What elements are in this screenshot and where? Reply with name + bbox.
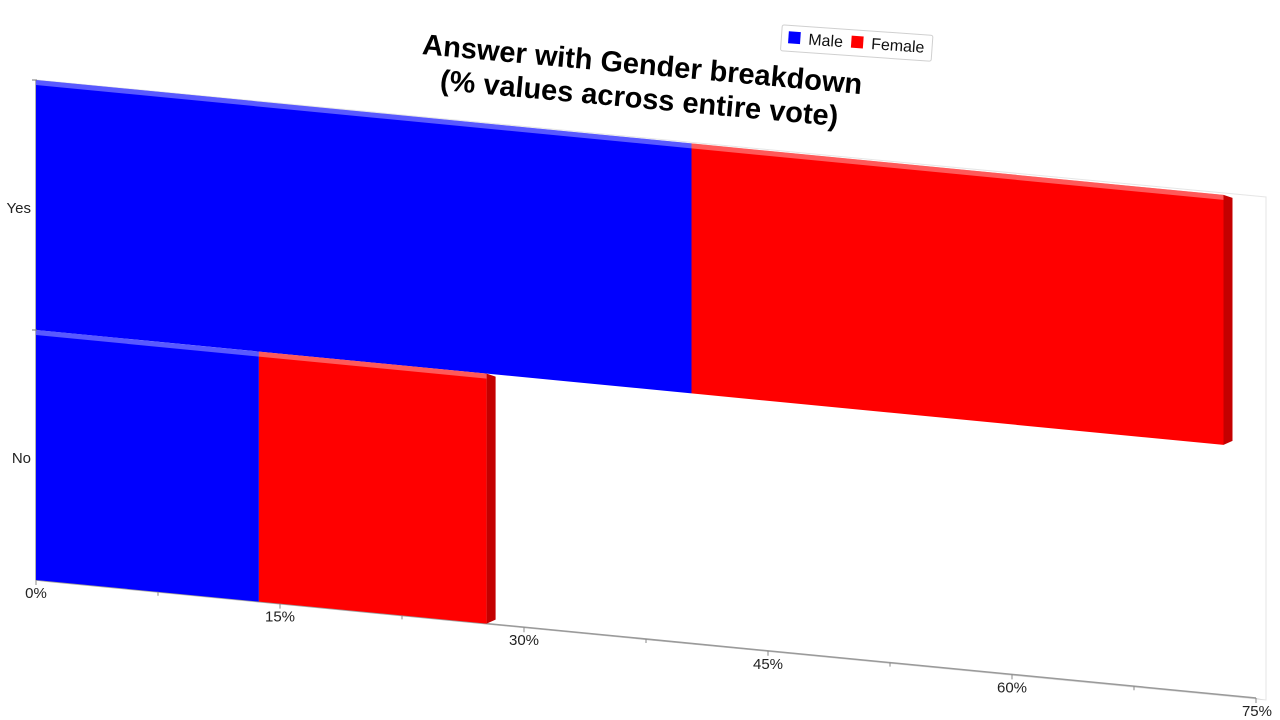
x-tick-label: 0% xyxy=(25,585,47,602)
x-tick-label: 30% xyxy=(509,632,539,649)
y-category-label-yes: Yes xyxy=(7,200,31,217)
legend-swatch-male xyxy=(788,31,801,45)
legend-label-male: Male xyxy=(808,32,844,51)
bar-top-face-male-no xyxy=(36,330,259,357)
bar-male-yes xyxy=(36,80,692,394)
y-category-label-no: No xyxy=(12,450,31,467)
x-tick-label: 60% xyxy=(997,679,1027,696)
bar-top-face-female-yes xyxy=(691,143,1224,200)
bar-side-face-yes xyxy=(1223,194,1233,445)
x-axis-ticks: 0% 15% 30% 45% 60% 75% xyxy=(25,580,1272,720)
legend-swatch-female xyxy=(850,35,864,49)
bar-female-no xyxy=(258,351,487,624)
y-axis-categories: Yes No xyxy=(7,79,37,467)
bar-side-face-no xyxy=(486,373,496,624)
legend-label-female: Female xyxy=(871,36,926,57)
x-tick-label: 15% xyxy=(265,609,295,626)
bar-top-face-male-yes xyxy=(36,80,692,149)
bar-female-yes xyxy=(691,143,1224,445)
legend: Male Female xyxy=(780,24,934,62)
bar-top-face-female-no xyxy=(258,351,487,379)
bars xyxy=(36,80,1233,624)
x-tick-label: 45% xyxy=(753,656,783,673)
x-tick-label: 75% xyxy=(1242,703,1272,720)
bar-male-no xyxy=(36,330,259,602)
